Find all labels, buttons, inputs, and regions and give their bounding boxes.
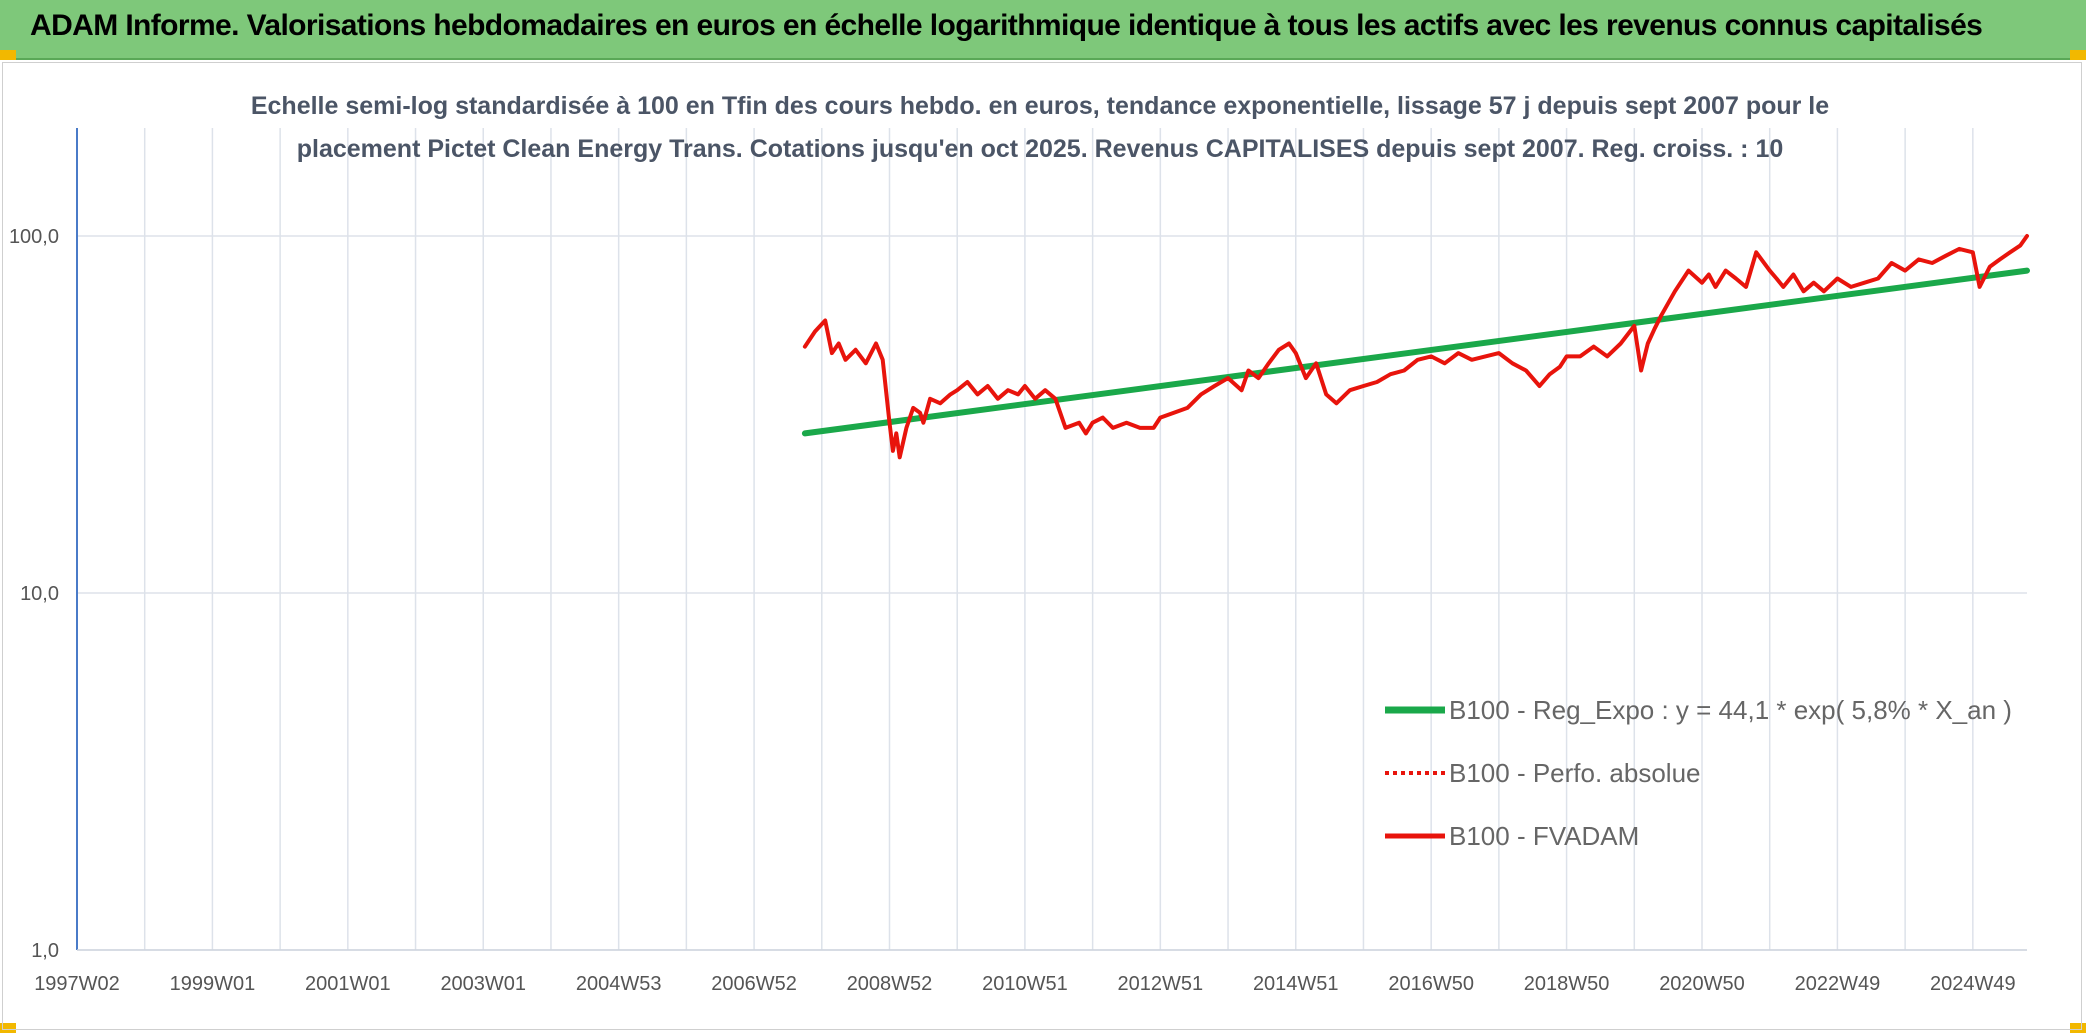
corner-marker-left <box>0 50 16 60</box>
series-line-3 <box>802 234 2029 460</box>
x-tick-label: 2010W51 <box>982 973 1068 995</box>
x-tick-label: 2014W51 <box>1253 973 1339 995</box>
y-tick-label: 10,0 <box>20 583 59 605</box>
x-tick-label: 2018W50 <box>1524 973 1610 995</box>
x-tick-label: 1997W02 <box>34 973 120 995</box>
x-tick-label: 2020W50 <box>1659 973 1745 995</box>
x-tick-label: 2008W52 <box>847 973 933 995</box>
chart-frame <box>2 62 2082 1030</box>
x-tick-label: 2016W50 <box>1388 973 1474 995</box>
chart-title: Echelle semi-log standardisée à 100 en T… <box>251 92 1829 163</box>
x-tick-label: 1999W01 <box>170 973 256 995</box>
chart-title-line-1: Echelle semi-log standardisée à 100 en T… <box>251 92 1829 120</box>
x-tick-label: 2004W53 <box>576 973 662 995</box>
x-tick-label: 2012W51 <box>1118 973 1204 995</box>
series-layer <box>801 234 2030 460</box>
x-tick-label: 2003W01 <box>440 973 526 995</box>
x-tick-label: 2006W52 <box>711 973 797 995</box>
report-banner: ADAM Informe. Valorisations hebdomadaire… <box>0 0 2086 60</box>
legend: B100 - Reg_Expo : y = 44,1 * exp( 5,8% *… <box>1385 695 2012 851</box>
x-tick-label: 2001W01 <box>305 973 391 995</box>
corner-marker-bottom-right <box>2070 1023 2086 1033</box>
legend-label: B100 - FVADAM <box>1449 821 1639 851</box>
legend-label: B100 - Reg_Expo : y = 44,1 * exp( 5,8% *… <box>1449 695 2012 725</box>
y-tick-label: 100,0 <box>9 226 59 248</box>
report-title: ADAM Informe. Valorisations hebdomadaire… <box>30 9 1983 42</box>
corner-marker-bottom-left <box>0 1023 16 1033</box>
axis-layer: 1,0 10,0 100,0 1997W02 1999W01 2001W01 2003W01… <box>9 128 2027 995</box>
grid-layer <box>76 128 2027 951</box>
series-line-1 <box>801 267 2030 437</box>
legend-label: B100 - Perfo. absolue <box>1449 758 1701 788</box>
corner-marker-right <box>2070 50 2086 60</box>
x-tick-label: 2022W49 <box>1795 973 1881 995</box>
y-tick-label: 1,0 <box>31 940 59 962</box>
x-tick-label: 2024W49 <box>1930 973 2016 995</box>
chart-title-line-2: placement Pictet Clean Energy Trans. Cot… <box>297 135 1784 163</box>
